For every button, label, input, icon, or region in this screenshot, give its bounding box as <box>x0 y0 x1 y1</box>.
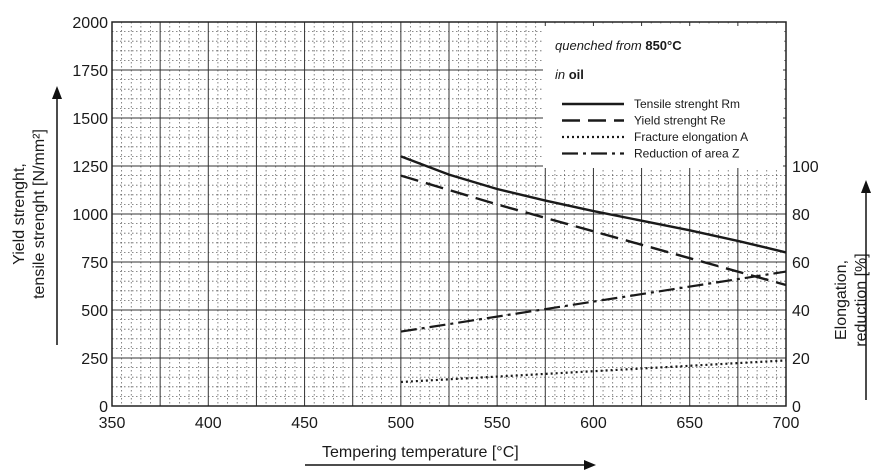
y-right-tick-label: 60 <box>792 255 810 272</box>
y-left-tick-label: 2000 <box>72 15 108 32</box>
series-layer <box>400 155 787 384</box>
legend: Tensile strenght Rm Yield strenght Re Frac… <box>562 97 748 161</box>
y-right-tick-label: 20 <box>792 351 810 368</box>
y-right-axis-label-line1: Elongation, <box>833 260 850 340</box>
y-right-tick-label: 0 <box>792 399 801 416</box>
y-right-tick-label: 100 <box>792 159 819 176</box>
legend-label: Reduction of area Z <box>634 147 739 161</box>
x-tick-label: 450 <box>291 415 318 432</box>
y-right-label-group: Elongation, reduction [%] <box>833 253 870 346</box>
y-left-axis-label-line1: Yield strenght, <box>11 163 28 265</box>
annotation-quenched: quenched from 850°C <box>555 38 682 53</box>
y-left-tick-label: 1250 <box>72 159 108 176</box>
legend-background <box>543 26 783 168</box>
legend-label: Tensile strenght Rm <box>634 97 740 111</box>
x-tick-label: 600 <box>580 415 607 432</box>
y-left-label-group: Yield strenght, tensile strenght [N/mm²] <box>11 129 48 299</box>
series-line-solid <box>400 155 787 254</box>
x-axis-arrowhead <box>584 460 596 470</box>
x-tick-label: 500 <box>388 415 415 432</box>
series-line-dashdot <box>400 270 787 333</box>
y-right-tick-label: 40 <box>792 303 810 320</box>
y-left-tick-label: 1000 <box>72 207 108 224</box>
y-left-axis-arrowhead <box>52 86 62 99</box>
y-left-tick-label: 1750 <box>72 63 108 80</box>
y-left-axis-label-line2: tensile strenght [N/mm²] <box>31 129 48 299</box>
x-tick-label: 700 <box>773 415 800 432</box>
y-left-tick-labels: 0 250 500 750 1000 1250 1500 1750 2000 <box>72 15 108 416</box>
x-tick-label: 650 <box>676 415 703 432</box>
legend-label: Yield strenght Re <box>634 114 726 128</box>
x-tick-labels: 350 400 450 500 550 600 650 700 <box>99 415 800 432</box>
plot-frame <box>111 21 787 407</box>
annotation-medium: in oil <box>555 67 584 82</box>
y-right-tick-labels: 0 20 40 60 80 100 <box>792 159 819 416</box>
y-left-tick-label: 250 <box>81 351 108 368</box>
x-tick-label: 350 <box>99 415 126 432</box>
y-left-tick-label: 750 <box>81 255 108 272</box>
y-right-tick-label: 80 <box>792 207 810 224</box>
y-right-axis-label-line2: reduction [%] <box>853 253 870 346</box>
x-axis-label: Tempering temperature [°C] <box>322 444 519 461</box>
legend-label: Fracture elongation A <box>634 130 748 144</box>
y-right-axis-arrowhead <box>861 180 871 193</box>
y-left-tick-label: 500 <box>81 303 108 320</box>
series-line-dashed <box>400 174 787 287</box>
x-tick-label: 550 <box>484 415 511 432</box>
y-left-tick-label: 1500 <box>72 111 108 128</box>
x-tick-label: 400 <box>195 415 222 432</box>
series-line-dotted <box>400 359 787 384</box>
y-left-tick-label: 0 <box>99 399 108 416</box>
